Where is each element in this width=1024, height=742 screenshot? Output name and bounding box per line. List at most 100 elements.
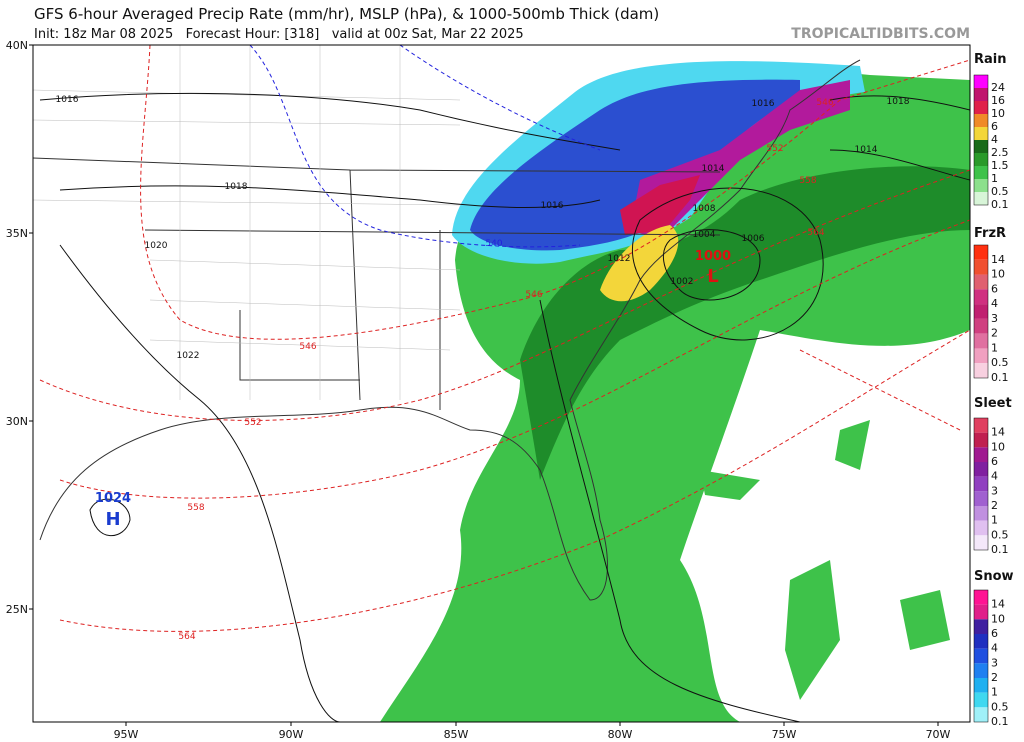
snow [470,79,800,251]
map-label: 1004 [693,230,716,240]
legend-label: 6 [991,455,998,468]
legend-label: 2.5 [991,146,1009,159]
legend-swatch [974,491,988,506]
legend-swatch [974,447,988,462]
legend-title: Rain [974,52,1007,67]
lon-label: 80W [608,728,633,741]
legend-label: 10 [991,440,1005,453]
map-frame [32,44,971,723]
legend-swatch [974,101,988,114]
legend-label: 6 [991,627,998,640]
map-label: 1018 [225,182,248,192]
legend-swatch [974,127,988,140]
legend-swatch [974,418,988,433]
map-label: 1014 [702,164,725,174]
map-label: 558 [799,176,816,186]
legend-swatch [974,506,988,521]
legend-swatch [974,707,988,722]
legend-swatch [974,153,988,166]
legend-label: 0.1 [991,198,1009,211]
legend-frame [973,417,989,551]
legend-swatch [974,192,988,205]
legend-label: 14 [991,426,1005,439]
legend-title: Snow [974,569,1014,584]
map-label: 1002 [671,277,694,287]
legend-label: 2 [991,499,998,512]
legend-label: 4 [991,133,998,146]
lat-label: 30N [6,415,28,428]
lon-label: 90W [279,728,304,741]
subtitle: Init: 18z Mar 08 2025 Forecast Hour: [31… [34,27,524,42]
map-label: 1024 [95,491,131,506]
axes: 40N 35N 30N 25N 95W 90W 85W 80W 75W 70W [6,39,951,741]
freezing-lines [249,45,601,248]
map-label: 1006 [742,234,765,244]
legend-label: 0.5 [991,185,1009,198]
lat-label: 25N [6,603,28,616]
map-label: 546 [816,98,833,108]
legend-swatch [974,259,988,275]
legend-label: 1 [991,341,998,354]
map-label: 552 [244,418,261,428]
legend-label: 16 [991,94,1005,107]
legend-label: 6 [991,282,998,295]
county-lines [33,45,461,400]
legend-label: 10 [991,612,1005,625]
legend-swatch [974,363,988,378]
legend-label: 0.5 [991,528,1009,541]
legend-label: 10 [991,268,1005,281]
legend-swatch [974,604,988,620]
legend-swatch [974,245,988,260]
legend-label: 3 [991,484,998,497]
map-label: 546 [525,290,542,300]
legend-label: 0.5 [991,356,1009,369]
lon-label: 75W [772,728,797,741]
legend-frame [973,244,989,379]
map-label: 1000 [695,249,731,264]
legend-label: 1 [991,686,998,699]
isobars [39,92,970,722]
map-label: 1016 [752,99,775,109]
legend-title: Sleet [974,396,1012,411]
legend-label: 6 [991,120,998,133]
lon-label: 85W [444,728,469,741]
map-label: 540 [485,239,502,249]
legend-label: 14 [991,253,1005,266]
map-label: 564 [178,632,195,642]
map-label: 1020 [145,241,168,251]
legend-label: 1 [991,514,998,527]
legend-swatch [974,432,988,448]
map-label: 1012 [608,254,631,264]
rain-yellow [600,225,679,302]
thickness-lines [39,45,970,632]
map: 1016 1018 1020 1022 1024 H 1016 1014 1016 1018 101… [33,45,970,722]
legend-swatch [974,75,988,88]
map-label: 1016 [56,95,79,105]
legend-label: 0.1 [991,543,1009,556]
legend-title: FrzR [974,226,1006,241]
legend-swatch [974,590,988,605]
legend-label: 4 [991,297,998,310]
legend-swatch [974,678,988,693]
rain-moderate [520,166,970,480]
lon-label: 95W [114,728,139,741]
legend-label: 4 [991,642,998,655]
legend-swatch [974,114,988,127]
map-label: 564 [807,228,824,238]
legend-swatch [974,140,988,153]
legend-label: 0.1 [991,715,1009,728]
legend-swatch [974,520,988,536]
legend-frame [973,589,989,723]
legend-label: 1.5 [991,159,1009,172]
legends: Rain241610642.51.510.50.1FrzR1410643210.… [973,52,1014,728]
lat-label: 35N [6,227,28,240]
legend-label: 1 [991,172,998,185]
legend-swatch [974,166,988,179]
legend-swatch [974,318,988,334]
map-label: 1014 [855,145,878,155]
watermark: TROPICALTIDBITS.COM [791,26,970,42]
legend-swatch [974,634,988,649]
legend-swatch [974,462,988,477]
map-label: 546 [299,342,316,352]
